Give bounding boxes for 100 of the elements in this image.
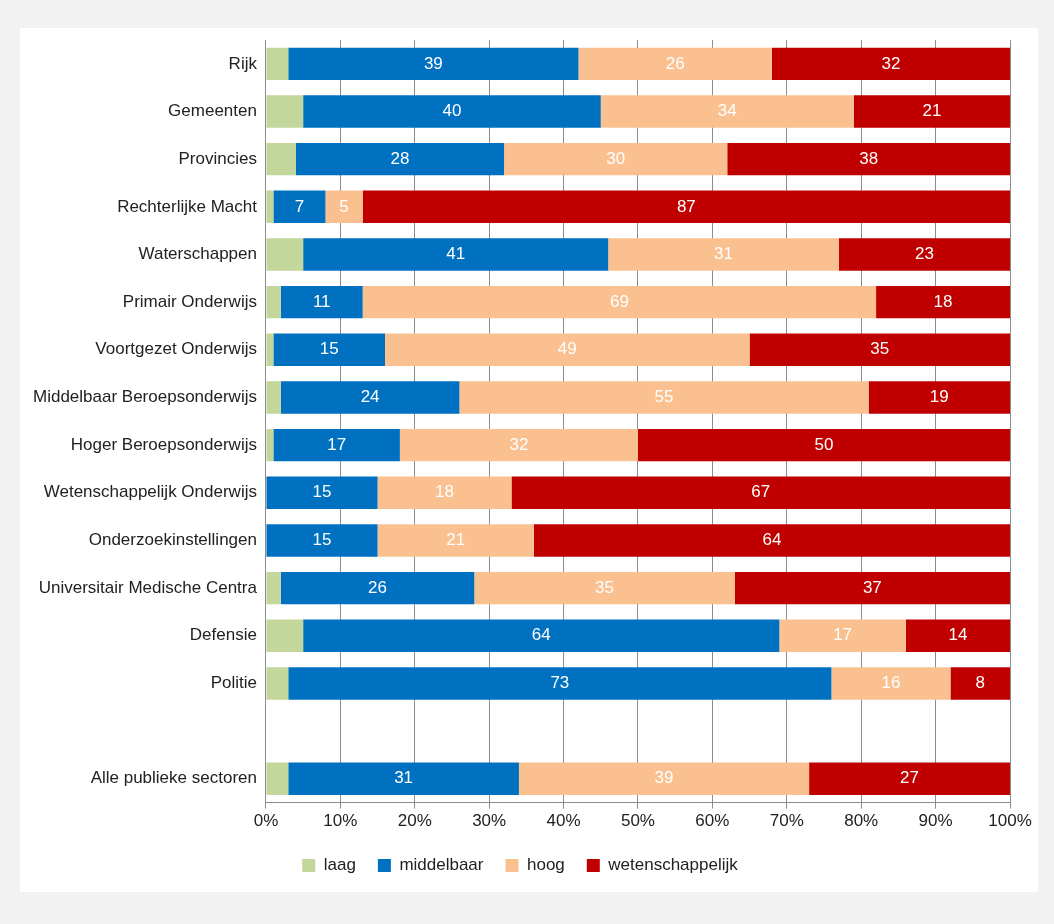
y-tick-label: Universitair Medische Centra <box>38 577 258 597</box>
bar <box>853 95 1010 128</box>
x-tick-label: 100% <box>988 811 1032 831</box>
bar <box>838 238 1010 271</box>
bar <box>809 762 1010 795</box>
bar <box>771 47 1010 81</box>
x-tick-label: 50% <box>620 811 655 831</box>
bar <box>385 333 750 367</box>
bar <box>288 762 519 795</box>
bar <box>280 381 460 414</box>
legend-label: wetenschappelijk <box>607 855 739 875</box>
data-label: 26 <box>665 53 685 73</box>
data-label: 39 <box>654 768 674 788</box>
y-tick-label: Gemeenten <box>168 101 257 121</box>
bar <box>362 190 1010 224</box>
y-tick-label: Alle publieke sectoren <box>90 768 257 788</box>
y-tick-label: Waterschappen <box>138 244 257 264</box>
y-tick-label: Hoger Beroepsonderwijs <box>70 434 257 454</box>
data-label: 35 <box>595 577 614 597</box>
bar <box>600 95 854 128</box>
bar <box>266 47 289 81</box>
data-label: 17 <box>327 434 347 454</box>
data-label: 19 <box>929 387 949 407</box>
y-tick-label: Provincies <box>178 148 257 168</box>
bar <box>868 381 1010 414</box>
bar <box>266 524 378 557</box>
bar <box>608 238 839 271</box>
bar <box>459 381 869 414</box>
data-label: 18 <box>933 291 953 311</box>
bar <box>876 285 1010 319</box>
data-label: 18 <box>435 482 454 502</box>
y-tick-label: Rechterlijke Macht <box>117 196 258 216</box>
bar <box>399 428 638 462</box>
bar <box>377 476 512 509</box>
data-label: 64 <box>762 530 782 550</box>
bar <box>266 238 304 271</box>
bar <box>266 476 378 509</box>
y-tick-label: Wetenschappelijk Onderwijs <box>43 482 257 502</box>
bar <box>779 619 906 652</box>
bar <box>950 667 1010 700</box>
data-label: 73 <box>550 673 570 693</box>
bar <box>325 190 363 224</box>
data-label: 28 <box>390 148 410 168</box>
bar <box>905 619 1010 652</box>
data-label: 14 <box>948 625 968 645</box>
bar <box>749 333 1010 367</box>
bar <box>578 47 772 81</box>
data-label: 24 <box>360 387 380 407</box>
data-label: 40 <box>442 101 462 121</box>
bar <box>266 619 304 652</box>
y-tick-label: Primair Onderwijs <box>122 291 257 311</box>
bar <box>266 285 281 319</box>
y-tick-label: Defensie <box>189 625 257 645</box>
x-tick-label: 40% <box>546 811 581 831</box>
data-label: 39 <box>423 53 443 73</box>
bar <box>266 333 274 367</box>
x-tick-label: 90% <box>918 811 953 831</box>
x-tick-label: 70% <box>769 811 804 831</box>
data-label: 31 <box>714 244 733 264</box>
bar <box>533 524 1010 557</box>
bar <box>273 333 385 367</box>
bar <box>518 762 810 795</box>
data-label: 26 <box>368 577 388 597</box>
data-label: 32 <box>881 53 901 73</box>
x-tick-label: 20% <box>397 811 432 831</box>
bar <box>266 190 274 224</box>
x-tick-label: 10% <box>323 811 358 831</box>
data-label: 8 <box>975 673 985 693</box>
bar <box>266 381 281 414</box>
data-label: 11 <box>312 291 331 311</box>
bar <box>303 238 609 271</box>
data-label: 35 <box>870 339 890 359</box>
data-label: 21 <box>922 101 942 121</box>
data-label: 34 <box>717 101 737 121</box>
bar <box>280 571 475 605</box>
bar <box>266 667 289 700</box>
bar <box>504 142 728 176</box>
bar <box>280 285 363 319</box>
bar <box>727 142 1010 176</box>
bar <box>362 285 877 319</box>
data-label: 31 <box>394 768 414 788</box>
x-tick-label: 60% <box>695 811 730 831</box>
bar <box>511 476 1010 509</box>
y-tick-label: Voortgezet Onderwijs <box>95 339 257 359</box>
data-label: 41 <box>446 244 466 264</box>
data-label: 7 <box>294 196 305 216</box>
y-tick-label: Rijk <box>228 53 258 73</box>
data-label: 27 <box>900 768 920 788</box>
bar <box>266 95 304 128</box>
data-label: 15 <box>312 482 332 502</box>
bar <box>377 524 534 557</box>
data-label: 15 <box>312 530 332 550</box>
data-label: 38 <box>859 148 879 168</box>
data-label: 21 <box>446 530 466 550</box>
bar <box>474 571 735 605</box>
data-label: 17 <box>833 625 853 645</box>
x-tick-label: 0% <box>253 811 279 831</box>
bar <box>288 47 579 81</box>
data-label: 32 <box>509 434 529 454</box>
bar <box>266 428 274 462</box>
